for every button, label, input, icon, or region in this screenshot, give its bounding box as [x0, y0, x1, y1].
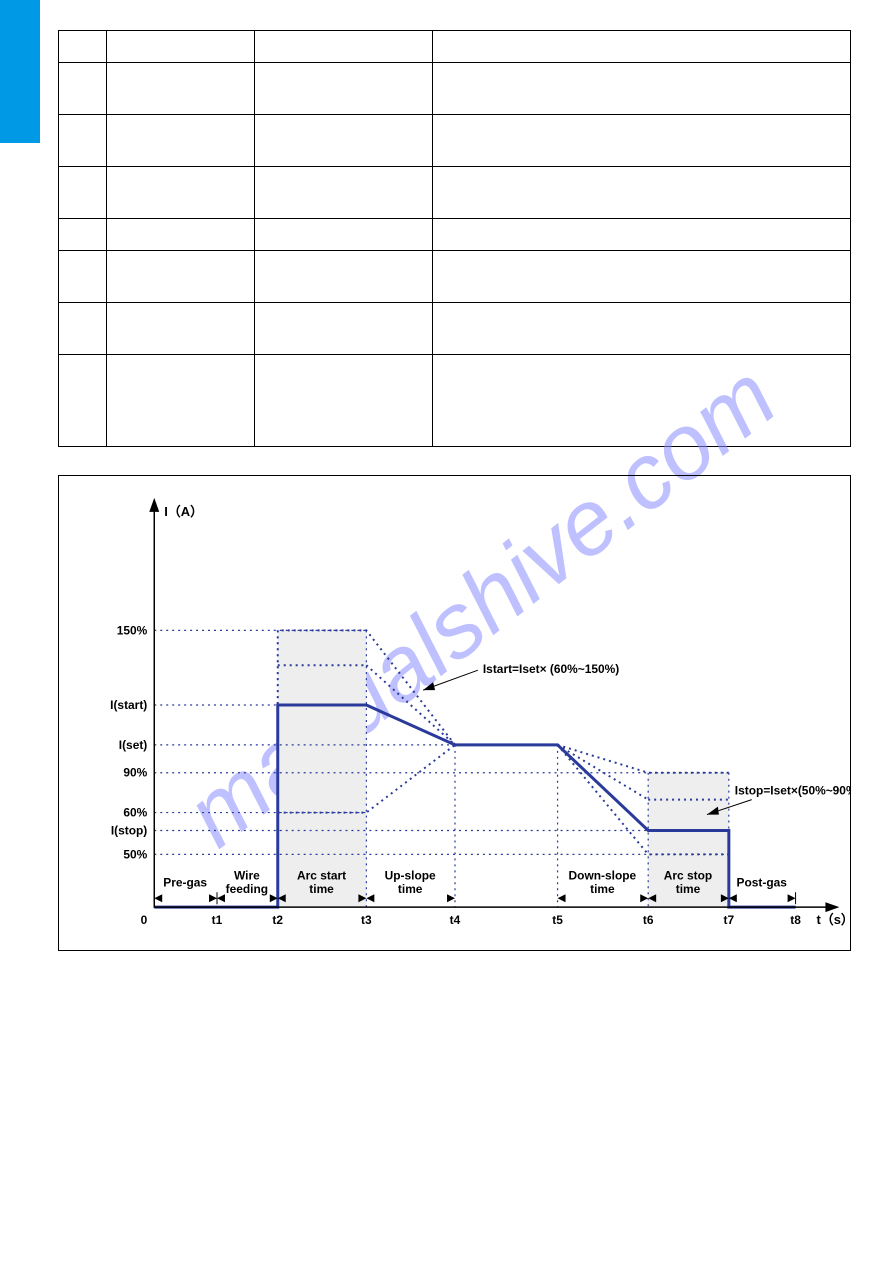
cell: [254, 251, 432, 303]
x-origin: 0: [141, 913, 148, 927]
phase-upslope2: time: [398, 882, 423, 896]
table: [58, 30, 851, 447]
cell: [106, 219, 254, 251]
cell: [59, 251, 107, 303]
cell: [106, 31, 254, 63]
cell: [106, 115, 254, 167]
xtick-t3: t3: [361, 913, 372, 927]
cell: [106, 251, 254, 303]
ytick-90: 90%: [123, 766, 147, 780]
annot-istart-arrowhead-icon: [423, 682, 435, 690]
phase-downslope1: Down-slope: [569, 868, 637, 882]
ytick-150: 150%: [117, 623, 148, 637]
xtick-t2: t2: [272, 913, 283, 927]
cell: [254, 355, 432, 447]
y-arrow-icon: [149, 498, 159, 512]
cell: [59, 31, 107, 63]
cell: [432, 63, 850, 115]
ytick-iset: I(set): [119, 738, 148, 752]
cell: [59, 355, 107, 447]
annot-istart: Istart=Iset× (60%~150%): [483, 662, 619, 676]
xtick-t5: t5: [552, 913, 563, 927]
cell: [106, 303, 254, 355]
xtick-t4: t4: [450, 913, 461, 927]
phase-pregas: Pre-gas: [163, 875, 207, 889]
xtick-t8: t8: [790, 913, 801, 927]
cell: [432, 219, 850, 251]
cell: [254, 115, 432, 167]
cell: [432, 115, 850, 167]
cell: [106, 355, 254, 447]
ytick-60: 60%: [123, 806, 147, 820]
cell: [432, 355, 850, 447]
phase-arcstart2: time: [309, 882, 334, 896]
cell: [432, 251, 850, 303]
ytick-50: 50%: [123, 847, 147, 861]
shade-arc-start: [278, 630, 367, 907]
cell: [106, 63, 254, 115]
cell: [254, 303, 432, 355]
cell: [432, 31, 850, 63]
xtick-t1: t1: [212, 913, 223, 927]
cell: [254, 31, 432, 63]
cell: [59, 303, 107, 355]
phase-wire2: feeding: [226, 882, 268, 896]
cell: [59, 167, 107, 219]
phase-wire1: Wire: [234, 868, 260, 882]
phase-postgas: Post-gas: [736, 875, 787, 889]
cell: [254, 219, 432, 251]
x-axis-label: t（s）: [816, 912, 850, 927]
page-tab: [0, 0, 40, 143]
phase-arcstart1: Arc start: [297, 868, 346, 882]
phase-arcstop2: time: [676, 882, 701, 896]
cell: [59, 63, 107, 115]
phase-upslope1: Up-slope: [385, 868, 436, 882]
xtick-t7: t7: [724, 913, 735, 927]
cell: [254, 167, 432, 219]
cell: [254, 63, 432, 115]
parameters-table: [58, 30, 851, 447]
chart-svg: I（A） 150% I(start) I(set) 90% 60% I(stop…: [59, 476, 850, 950]
cell: [59, 219, 107, 251]
ytick-istop: I(stop): [111, 823, 147, 837]
x-arrow-icon: [825, 902, 839, 912]
cell: [106, 167, 254, 219]
cell: [59, 115, 107, 167]
annot-istop: Istop=Iset×(50%~90%): [735, 784, 850, 798]
phase-arcstop1: Arc stop: [664, 868, 712, 882]
y-axis-label: I（A）: [164, 504, 203, 519]
ytick-istart: I(start): [110, 698, 147, 712]
xtick-t6: t6: [643, 913, 654, 927]
cell: [432, 303, 850, 355]
dotted-istart-mid-diag: [366, 665, 455, 745]
cell: [432, 167, 850, 219]
phase-downslope2: time: [590, 882, 615, 896]
welding-current-chart: I（A） 150% I(start) I(set) 90% 60% I(stop…: [58, 475, 851, 951]
